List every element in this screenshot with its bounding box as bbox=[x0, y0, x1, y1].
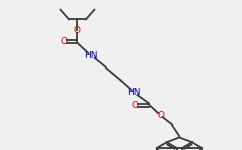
Text: O: O bbox=[74, 26, 81, 35]
Text: O: O bbox=[132, 101, 139, 110]
Text: HN: HN bbox=[127, 88, 141, 97]
Text: O: O bbox=[60, 37, 67, 46]
Text: HN: HN bbox=[84, 51, 98, 60]
Text: O: O bbox=[157, 111, 164, 120]
